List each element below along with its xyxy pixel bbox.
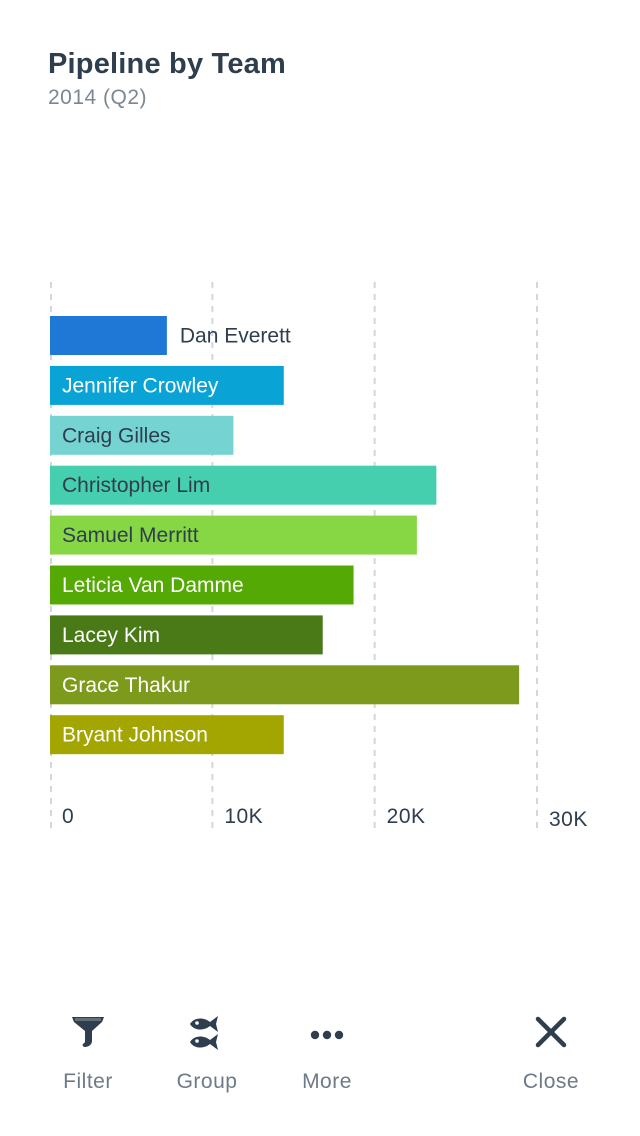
filter-button[interactable]: Filter bbox=[33, 1010, 143, 1094]
bar[interactable] bbox=[50, 465, 437, 505]
more-label: More bbox=[302, 1070, 352, 1093]
chart-title: Pipeline by Team bbox=[48, 48, 286, 80]
bar[interactable] bbox=[50, 665, 520, 705]
bar-chart: Dan Everett Jennifer Crowley Craig Gilles C… bbox=[50, 282, 588, 831]
bar-label: Craig Gilles bbox=[62, 424, 171, 447]
x-tick-label: 0 bbox=[62, 805, 74, 828]
bar-label: Samuel Merritt bbox=[62, 524, 199, 547]
bar-label: Lacey Kim bbox=[62, 624, 160, 647]
x-tick-label: 10K bbox=[224, 805, 263, 828]
bar[interactable] bbox=[50, 316, 167, 355]
x-tick-label: 30K bbox=[549, 808, 588, 831]
filter-label: Filter bbox=[63, 1070, 113, 1093]
bar-label: Grace Thakur bbox=[62, 674, 190, 697]
more-button[interactable]: More bbox=[272, 1010, 382, 1094]
bar[interactable] bbox=[50, 615, 323, 655]
group-button[interactable]: Group bbox=[152, 1010, 262, 1094]
bar-label: Dan Everett bbox=[180, 325, 291, 348]
chart-header: Pipeline by Team 2014 (Q2) bbox=[48, 44, 620, 112]
close-label: Close bbox=[522, 1070, 580, 1093]
ellipsis-icon bbox=[310, 1030, 344, 1040]
bar[interactable] bbox=[50, 365, 284, 405]
bar-label: Bryant Johnson bbox=[62, 724, 208, 747]
bar[interactable] bbox=[50, 415, 234, 455]
bar-label: Jennifer Crowley bbox=[62, 374, 219, 397]
bar-label: Leticia Van Damme bbox=[62, 574, 244, 597]
close-icon bbox=[535, 1016, 567, 1048]
funnel-icon bbox=[72, 1017, 104, 1047]
chart-subtitle: 2014 (Q2) bbox=[48, 86, 148, 109]
close-button[interactable]: Close bbox=[496, 1010, 606, 1094]
fish-icon bbox=[190, 1016, 218, 1050]
bottom-toolbar: Filter Group More Close bbox=[0, 1010, 640, 1120]
bar-label: Christopher Lim bbox=[62, 474, 210, 497]
bar[interactable] bbox=[50, 515, 417, 555]
x-tick-label: 20K bbox=[387, 805, 426, 828]
bar[interactable] bbox=[50, 715, 284, 755]
group-label: Group bbox=[176, 1070, 238, 1093]
bar[interactable] bbox=[50, 565, 354, 605]
